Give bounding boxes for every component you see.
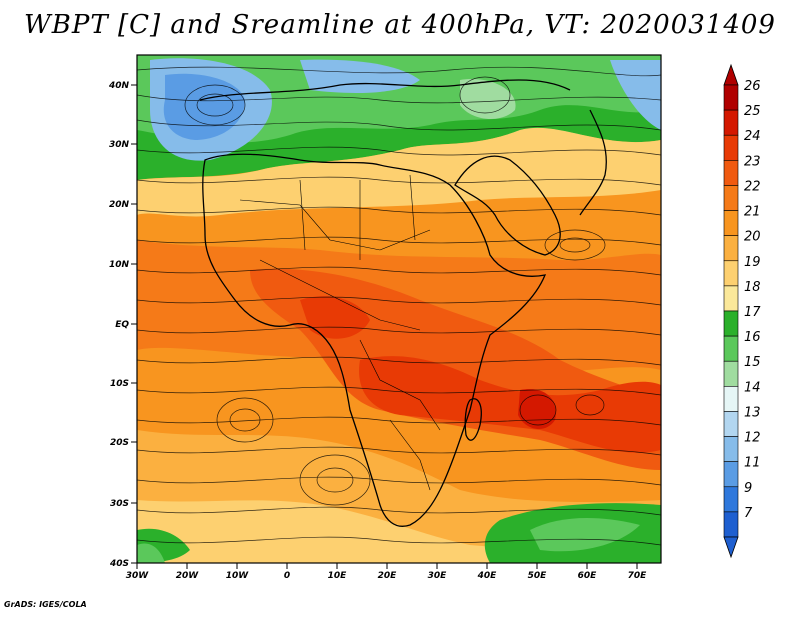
colorbar-segment	[723, 360, 739, 387]
lat-label: 10S	[110, 379, 129, 389]
colorbar-label: 23	[744, 154, 761, 169]
lat-label: EQ	[115, 320, 129, 330]
lon-label: 70E	[628, 571, 648, 581]
lon-label: 10E	[328, 571, 348, 581]
lon-label: 40E	[477, 571, 498, 581]
colorbar-segment	[723, 335, 739, 362]
chart-title: WBPT [C] and Sreamline at 400hPa, VT: 20…	[24, 10, 776, 40]
lat-label: 20N	[109, 200, 130, 210]
lon-label: 0	[284, 571, 290, 581]
colorbar-label: 19	[744, 255, 761, 270]
colorbar-segment	[723, 260, 739, 287]
colorbar-segment	[723, 210, 739, 236]
longitude-labels: 30W 20W 10W 0 10E 20E 30E 40E 50E 60E 70…	[126, 571, 647, 581]
lat-label: 10N	[109, 260, 130, 270]
colorbar-segment	[723, 235, 739, 262]
axis-ticks	[131, 84, 638, 569]
map-frame	[136, 54, 662, 564]
colorbar: 26 25 24 23 22 21 20 19 18 17 16 15 14 13 12 11 9 7	[723, 63, 761, 559]
colorbar-label: 15	[744, 355, 761, 370]
colorbar-bottom-arrow	[723, 536, 739, 559]
lat-label: 40N	[108, 81, 130, 91]
colorbar-label: 16	[744, 330, 761, 345]
colorbar-top-arrow	[723, 63, 739, 86]
colorbar-segment	[723, 185, 739, 211]
colorbar-segment	[723, 386, 739, 412]
colorbar-segment	[723, 436, 739, 462]
lat-label: 30S	[110, 499, 129, 509]
latitude-labels: 40N 30N 20N 10N EQ 10S 20S 30S 40S	[108, 81, 130, 569]
colorbar-label: 11	[744, 456, 761, 471]
lon-label: 20E	[378, 571, 398, 581]
colorbar-segment	[723, 511, 739, 538]
colorbar-label: 12	[744, 431, 761, 446]
colorbar-segment	[723, 285, 739, 312]
colorbar-label: 9	[744, 481, 752, 496]
colorbar-label: 24	[744, 129, 761, 144]
coastlines	[199, 79, 607, 527]
colorbar-label: 7	[744, 506, 753, 521]
lon-label: 20W	[176, 571, 200, 581]
colorbar-segment	[723, 160, 739, 186]
colorbar-label: 26	[744, 79, 761, 94]
lat-label: 20S	[110, 438, 129, 448]
colorbar-segment	[723, 486, 739, 513]
lat-label: 40S	[109, 559, 129, 569]
colorbar-label: 21	[744, 205, 761, 220]
lon-label: 30E	[428, 571, 448, 581]
colorbar-segment	[723, 411, 739, 437]
country-borders	[239, 174, 441, 491]
colorbar-segment	[723, 310, 739, 337]
colorbar-segment	[723, 109, 739, 136]
grads-credit: GrADS: IGES/COLA	[4, 600, 87, 609]
lat-label: 30N	[109, 140, 130, 150]
colorbar-label: 17	[744, 305, 761, 320]
colorbar-segment	[723, 134, 739, 161]
lon-label: 10W	[226, 571, 250, 581]
lon-label: 50E	[528, 571, 548, 581]
temperature-field	[137, 55, 661, 563]
colorbar-label: 18	[744, 280, 761, 295]
lon-label: 30W	[126, 571, 150, 581]
colorbar-label: 20	[744, 230, 761, 245]
colorbar-segment	[723, 84, 739, 111]
colorbar-label: 25	[744, 104, 761, 119]
colorbar-segment	[723, 461, 739, 488]
lon-label: 60E	[578, 571, 598, 581]
colorbar-label: 13	[744, 405, 761, 420]
colorbar-label: 14	[744, 380, 761, 395]
colorbar-label: 22	[744, 179, 761, 194]
streamlines	[137, 66, 661, 546]
